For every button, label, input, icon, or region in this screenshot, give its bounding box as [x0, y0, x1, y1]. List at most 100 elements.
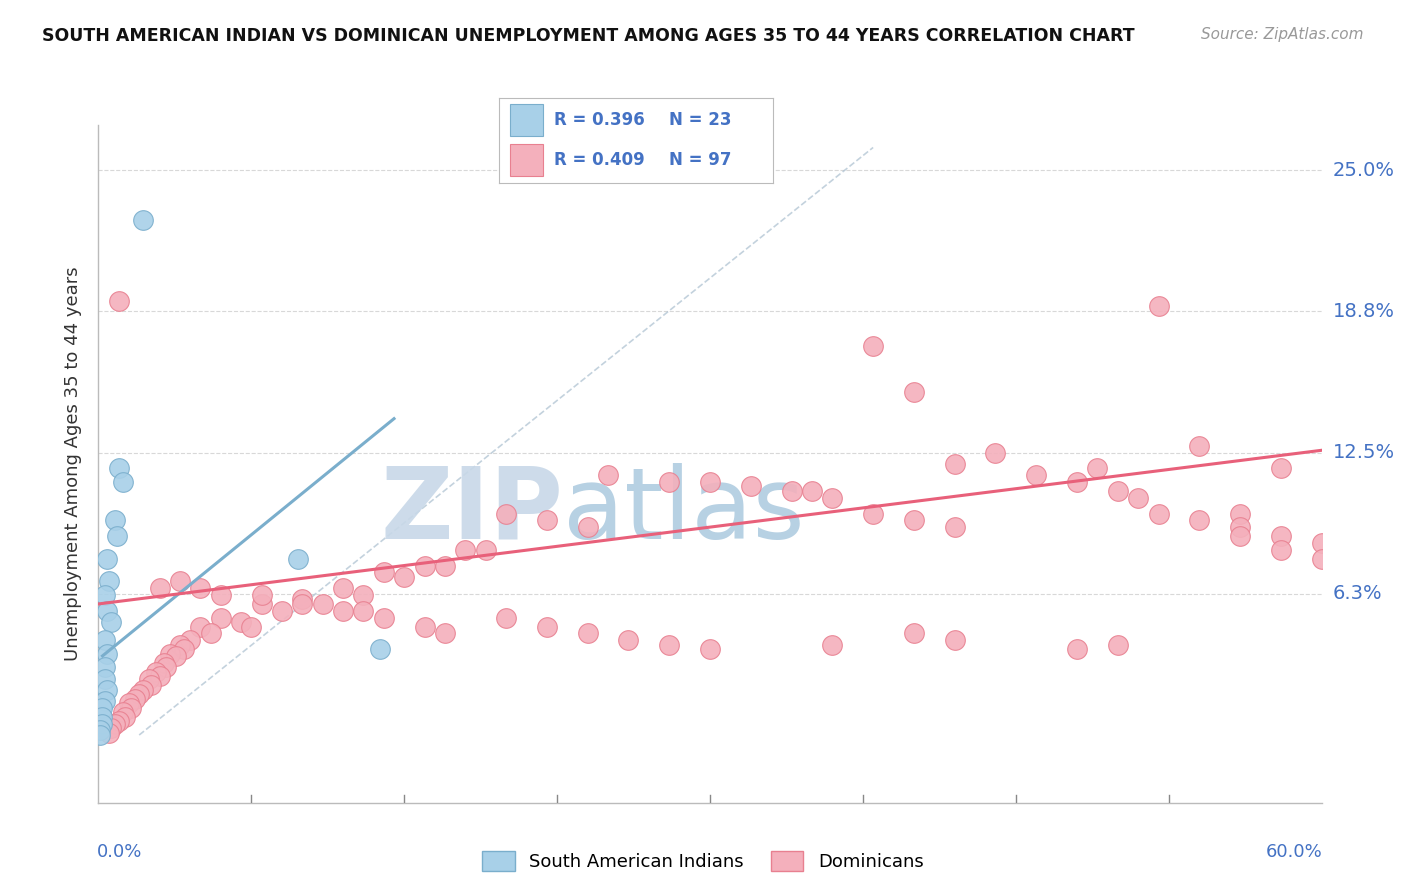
Point [291, 592, 314, 607]
Point [104, 716, 127, 731]
Point [149, 669, 172, 683]
Point [93, 672, 115, 686]
Point [658, 475, 681, 489]
Point [617, 633, 640, 648]
Point [209, 610, 232, 624]
Point [352, 604, 374, 618]
Point [89, 728, 111, 742]
Y-axis label: Unemployment Among Ages 35 to 44 years: Unemployment Among Ages 35 to 44 years [65, 267, 83, 661]
Point [287, 551, 309, 566]
Point [413, 619, 436, 633]
Point [188, 581, 212, 595]
Point [373, 566, 395, 580]
Text: 6.3%: 6.3% [1333, 584, 1382, 603]
Point [1310, 536, 1333, 550]
Point [124, 691, 146, 706]
Point [97, 725, 120, 739]
Point [240, 619, 263, 633]
Point [658, 638, 681, 652]
Point [108, 714, 131, 729]
Point [312, 597, 335, 611]
Point [1107, 638, 1129, 652]
Point [454, 542, 477, 557]
Point [132, 212, 155, 227]
Point [111, 475, 134, 489]
Point [1270, 461, 1292, 475]
Text: SOUTH AMERICAN INDIAN VS DOMINICAN UNEMPLOYMENT AMONG AGES 35 TO 44 YEARS CORREL: SOUTH AMERICAN INDIAN VS DOMINICAN UNEMP… [42, 27, 1135, 45]
Text: atlas: atlas [564, 463, 804, 560]
Point [495, 610, 517, 624]
Point [132, 682, 155, 697]
Point [1270, 529, 1292, 543]
Point [93, 694, 115, 708]
Point [93, 633, 115, 648]
Point [943, 633, 966, 648]
Point [352, 588, 374, 602]
Point [1066, 475, 1088, 489]
Point [434, 626, 457, 640]
Point [96, 604, 118, 618]
Point [97, 574, 120, 589]
Text: 60.0%: 60.0% [1267, 844, 1323, 862]
Point [291, 597, 314, 611]
Text: N = 97: N = 97 [669, 151, 731, 169]
Point [1147, 507, 1170, 521]
Point [105, 529, 128, 543]
Point [801, 483, 824, 498]
Point [1147, 299, 1170, 313]
Point [120, 701, 142, 715]
Point [1128, 491, 1150, 505]
Point [1229, 507, 1251, 521]
Point [903, 513, 925, 527]
Point [209, 588, 232, 602]
Point [943, 520, 966, 534]
Point [903, 626, 925, 640]
Point [89, 723, 111, 738]
Point [188, 619, 212, 633]
Text: Source: ZipAtlas.com: Source: ZipAtlas.com [1201, 27, 1364, 42]
Point [1066, 642, 1088, 657]
Point [179, 633, 201, 648]
Point [862, 339, 884, 353]
Point [118, 697, 141, 711]
Point [231, 615, 253, 629]
Point [165, 648, 187, 663]
Point [699, 475, 721, 489]
Point [111, 706, 134, 720]
Point [495, 507, 517, 521]
Point [250, 597, 273, 611]
Point [474, 542, 498, 557]
Text: 12.5%: 12.5% [1333, 443, 1395, 462]
Point [780, 483, 803, 498]
Point [173, 642, 195, 657]
Point [108, 294, 131, 309]
Point [96, 647, 118, 661]
Text: 0.0%: 0.0% [97, 844, 142, 862]
Point [392, 570, 416, 584]
Point [1107, 483, 1129, 498]
Point [91, 701, 114, 715]
Point [862, 507, 884, 521]
Point [159, 647, 181, 661]
Point [114, 710, 136, 724]
Point [91, 710, 114, 724]
Point [1188, 439, 1211, 453]
Point [1270, 542, 1292, 557]
Point [1229, 520, 1251, 534]
Text: N = 23: N = 23 [669, 112, 731, 129]
Text: R = 0.396: R = 0.396 [554, 112, 645, 129]
Point [984, 445, 1007, 459]
Point [250, 588, 273, 602]
Point [740, 479, 762, 493]
Point [576, 626, 599, 640]
Point [332, 604, 354, 618]
Point [128, 687, 150, 701]
Point [108, 461, 131, 475]
Point [1025, 468, 1047, 483]
Point [155, 660, 177, 674]
Point [100, 615, 122, 629]
Text: 25.0%: 25.0% [1333, 161, 1395, 179]
Point [96, 682, 118, 697]
Point [169, 638, 191, 652]
Point [598, 468, 620, 483]
